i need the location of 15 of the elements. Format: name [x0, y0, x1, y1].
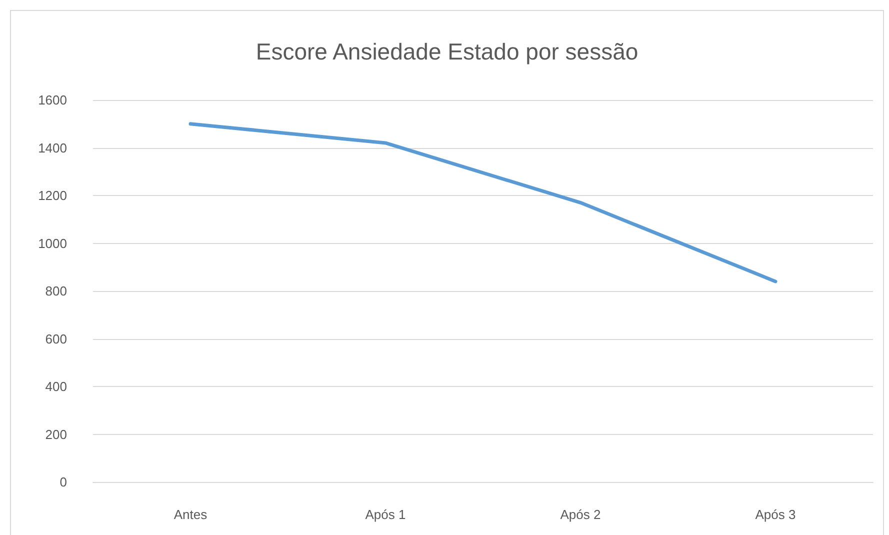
y-tick-label: 1400: [38, 140, 67, 156]
x-tick-label: Após 1: [365, 507, 406, 522]
y-tick-label: 1600: [38, 92, 67, 108]
y-tick-label: 1200: [38, 188, 67, 203]
y-tick-label: 200: [45, 426, 67, 442]
y-tick-label: 400: [45, 379, 67, 394]
y-tick-label: 1000: [38, 236, 67, 251]
y-tick-label: 800: [45, 284, 67, 298]
y-tick-label: 0: [60, 474, 67, 490]
x-tick-label: Antes: [174, 507, 208, 522]
x-tick-label: Após 2: [560, 507, 601, 522]
x-tick-label: Após 3: [755, 507, 796, 522]
y-tick-label: 600: [45, 331, 67, 346]
chart-title: Escore Ansiedade Estado por sessão: [256, 38, 638, 64]
line-series: [188, 122, 778, 284]
